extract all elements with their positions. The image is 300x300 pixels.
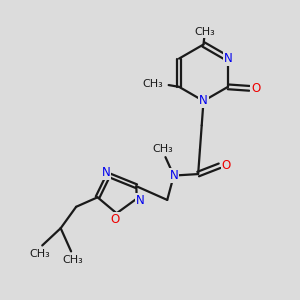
Text: N: N	[102, 166, 110, 179]
Text: N: N	[199, 94, 208, 107]
Text: O: O	[110, 213, 120, 226]
Text: CH₃: CH₃	[153, 144, 173, 154]
Text: O: O	[221, 159, 231, 172]
Text: O: O	[251, 82, 260, 95]
Text: CH₃: CH₃	[29, 249, 50, 259]
Text: N: N	[169, 169, 178, 182]
Text: CH₃: CH₃	[195, 27, 215, 37]
Text: N: N	[136, 194, 145, 207]
Text: N: N	[224, 52, 232, 65]
Text: CH₃: CH₃	[142, 80, 163, 89]
Text: CH₃: CH₃	[62, 255, 83, 265]
